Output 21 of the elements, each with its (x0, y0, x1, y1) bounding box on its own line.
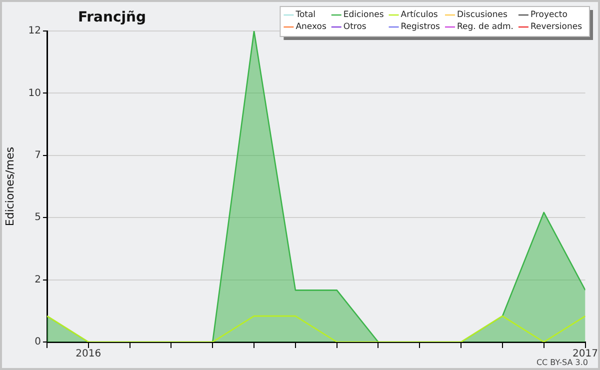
legend-label: Anexos (296, 22, 327, 32)
legend-label: Ediciones (343, 10, 384, 20)
y-axis-title: Ediciones/mes (3, 146, 16, 226)
y-tick-label: 10 (28, 88, 41, 99)
y-tick-label: 5 (34, 212, 41, 224)
legend-label: Proyecto (530, 10, 568, 20)
y-tick-label: 12 (28, 26, 41, 37)
chart-title: Francjñg (78, 10, 146, 26)
legend-label: Registros (400, 22, 441, 32)
x-tick-label: 2016 (76, 348, 102, 360)
legend-label: Discusiones (456, 10, 508, 20)
legend-label: Reg. de adm. (456, 22, 514, 32)
y-tick-label: 0 (34, 336, 41, 348)
legend-label: Artículos (400, 10, 438, 20)
legend-label: Otros (343, 22, 367, 32)
text: CC BY-SA 3.0 (536, 358, 588, 368)
legend-label: Reversiones (530, 22, 583, 32)
y-tick-label: 7 (34, 150, 41, 161)
legend-label: Total (294, 10, 316, 20)
y-tick-label: 2 (34, 274, 41, 286)
x-tick-label: 2017 (572, 348, 598, 360)
